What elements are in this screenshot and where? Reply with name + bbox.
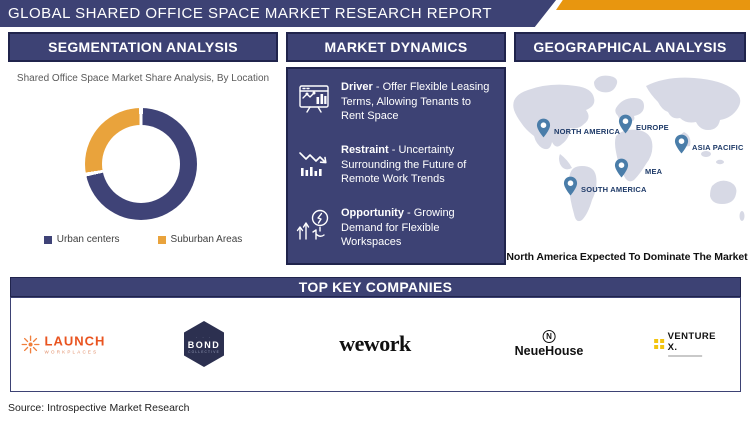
orange-accent-bar <box>556 0 750 10</box>
dynamics-row-driver: Driver - Offer Flexible Leasing Terms, A… <box>296 80 496 124</box>
dynamics-desc-driver: - Offer Flexible Leasing Terms, Allowing… <box>341 81 490 123</box>
top-key-companies-label: TOP KEY COMPANIES <box>298 279 453 295</box>
dynamics-text-opportunity: Opportunity - Growing Demand for Flexibl… <box>341 206 496 250</box>
dynamics-row-restraint: Restraint - Uncertainty Surrounding the … <box>296 143 496 187</box>
logo-wework: wework <box>339 331 411 356</box>
market-dynamics-panel: Driver - Offer Flexible Leasing Terms, A… <box>286 67 506 265</box>
legend-swatch-suburban <box>157 235 166 244</box>
donut-chart <box>85 108 197 220</box>
location-pin-icon <box>618 114 633 134</box>
neuehouse-wordmark: NeueHouse <box>514 344 584 358</box>
legend-label-urban: Urban centers <box>56 234 120 245</box>
legend-swatch-urban <box>43 235 52 244</box>
dashboard-chart-icon <box>296 80 332 116</box>
world-map: NORTH AMERICA EUROPE ASIA PACIFIC MEA SO… <box>508 70 748 248</box>
section-heading-segmentation: SEGMENTATION ANALYSIS <box>8 32 278 62</box>
launch-subtext: WORKPLACES <box>44 349 99 355</box>
map-region-mea: MEA <box>614 158 662 178</box>
map-region-europe: EUROPE <box>618 114 669 134</box>
location-pin-icon <box>614 158 629 178</box>
logo-neuehouse: N NeueHouse <box>514 330 584 358</box>
growth-idea-icon <box>296 206 332 242</box>
region-label-south-america: SOUTH AMERICA <box>581 185 647 194</box>
location-pin-icon <box>536 118 551 138</box>
bond-wordmark: BOND <box>187 339 221 350</box>
dynamics-desc-opportunity: - Growing Demand for Flexible Workspaces <box>341 207 455 249</box>
location-pin-icon <box>563 176 578 196</box>
donut-hole <box>102 125 180 203</box>
legend-item-suburban: Suburban Areas <box>157 234 243 245</box>
region-label-mea: MEA <box>645 167 663 176</box>
section-heading-market-dynamics: MARKET DYNAMICS <box>286 32 506 62</box>
dynamics-desc-restraint: - Uncertainty Surrounding the Future of … <box>341 144 467 186</box>
donut-legend: Urban centers Suburban Areas <box>8 234 278 245</box>
segmentation-heading-label: SEGMENTATION ANALYSIS <box>48 39 238 55</box>
venture-x-squares-icon <box>654 339 664 349</box>
source-note: Source: Introspective Market Research <box>8 402 190 414</box>
location-pin-icon <box>674 134 689 154</box>
dynamics-text-driver: Driver - Offer Flexible Leasing Terms, A… <box>341 80 496 124</box>
sunburst-icon <box>21 335 40 353</box>
logo-venture-x: VENTURE X. <box>654 331 716 357</box>
logo-bond-collective: · · · BOND COLLECTIVE <box>184 321 224 367</box>
report-title: GLOBAL SHARED OFFICE SPACE MARKET RESEAR… <box>8 5 493 22</box>
geography-heading-label: GEOGRAPHICAL ANALYSIS <box>533 39 727 55</box>
venture-x-tagline <box>667 355 702 357</box>
company-logos-box: LAUNCH WORKPLACES · · · BOND COLLECTIVE … <box>10 297 741 392</box>
region-label-north-america: NORTH AMERICA <box>554 127 621 136</box>
report-header: GLOBAL SHARED OFFICE SPACE MARKET RESEAR… <box>0 0 557 27</box>
donut-chart-title: Shared Office Space Market Share Analysi… <box>16 73 270 84</box>
bond-subtext: COLLECTIVE <box>188 349 220 354</box>
dynamics-term-driver: Driver <box>341 81 373 93</box>
region-label-europe: EUROPE <box>636 123 669 132</box>
dynamics-term-restraint: Restraint <box>341 144 389 157</box>
map-region-south-america: SOUTH AMERICA <box>563 176 647 196</box>
geography-caption: North America Expected To Dominate The M… <box>506 251 748 263</box>
dynamics-heading-label: MARKET DYNAMICS <box>324 39 468 55</box>
venture-x-wordmark: VENTURE X. <box>667 331 716 353</box>
neuehouse-monogram-icon: N <box>542 330 556 343</box>
map-region-asia-pacific: ASIA PACIFIC <box>674 134 744 154</box>
launch-wordmark: LAUNCH <box>44 333 106 349</box>
top-key-companies-banner: TOP KEY COMPANIES <box>10 277 741 297</box>
map-region-north-america: NORTH AMERICA <box>536 118 620 138</box>
logo-launch-workplaces: LAUNCH WORKPLACES <box>21 334 106 355</box>
dynamics-row-opportunity: Opportunity - Growing Demand for Flexibl… <box>296 206 496 250</box>
declining-trend-icon <box>296 143 332 179</box>
legend-item-urban: Urban centers <box>43 234 120 245</box>
region-label-asia-pacific: ASIA PACIFIC <box>692 143 744 152</box>
dynamics-term-opportunity: Opportunity <box>341 207 404 220</box>
legend-label-suburban: Suburban Areas <box>170 234 243 245</box>
dynamics-text-restraint: Restraint - Uncertainty Surrounding the … <box>341 143 496 187</box>
section-heading-geographical: GEOGRAPHICAL ANALYSIS <box>514 32 746 62</box>
bond-ornament: · · · <box>195 334 213 340</box>
